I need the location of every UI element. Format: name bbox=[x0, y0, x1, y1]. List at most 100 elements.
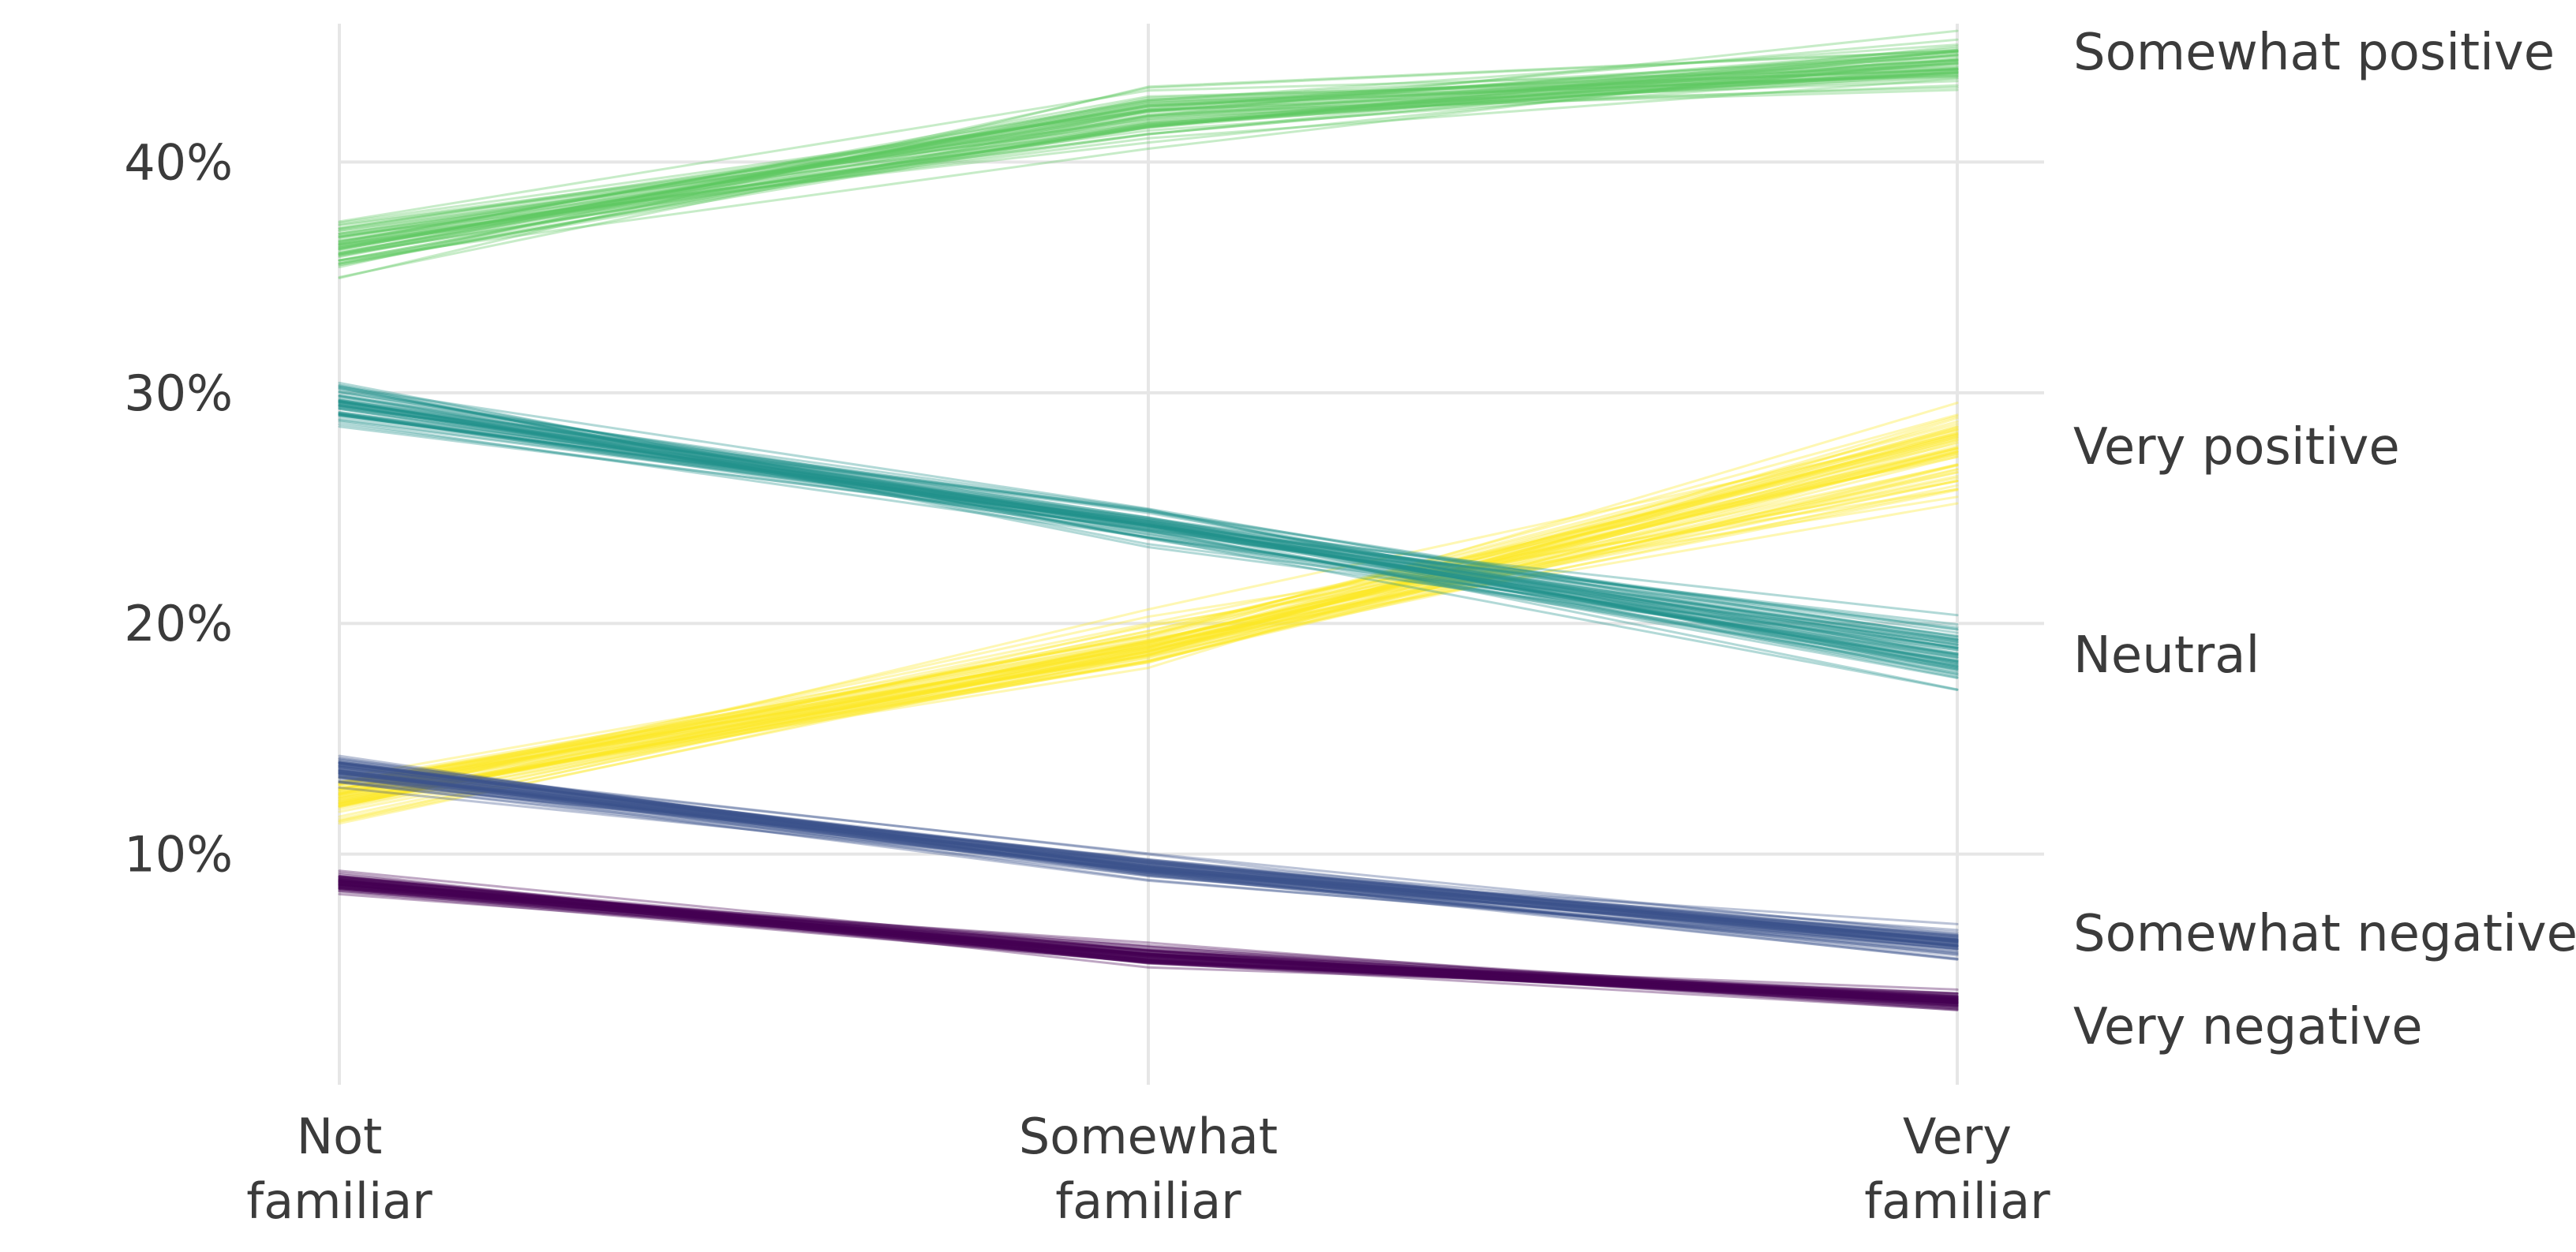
series-draw-line bbox=[338, 403, 1959, 670]
series-draw-line bbox=[338, 761, 1959, 951]
series-draw-line bbox=[338, 468, 1959, 805]
series-draw-line bbox=[338, 77, 1959, 242]
series-draw-line bbox=[338, 73, 1959, 251]
series-draw-line bbox=[338, 57, 1959, 256]
series-draw-line bbox=[338, 58, 1959, 230]
series-draw-line bbox=[338, 413, 1959, 779]
series-label-somewhat-negative: Somewhat negative bbox=[2073, 905, 2576, 963]
series-draw-line bbox=[338, 29, 1959, 251]
x-tick-label: Very familiar bbox=[1864, 1108, 2050, 1230]
series-draw-line bbox=[338, 765, 1959, 961]
series-draw-line bbox=[338, 780, 1959, 938]
series-draw-line bbox=[338, 61, 1959, 241]
series-draw-line bbox=[338, 55, 1959, 238]
series-draw-line bbox=[338, 767, 1959, 947]
series-draw-line bbox=[338, 58, 1959, 232]
series-draw-line bbox=[338, 72, 1959, 237]
series-draw-line bbox=[338, 413, 1959, 646]
series-draw-line bbox=[338, 773, 1959, 947]
series-draw-line bbox=[338, 402, 1959, 673]
series-draw-line bbox=[338, 876, 1959, 996]
series-label-somewhat-positive: Somewhat positive bbox=[2073, 24, 2555, 82]
series-draw-line bbox=[338, 403, 1959, 637]
series-draw-line bbox=[338, 761, 1959, 948]
series-very-negative bbox=[338, 869, 1959, 1011]
series-draw-line bbox=[338, 772, 1959, 945]
series-draw-line bbox=[338, 435, 1959, 803]
series-draw-line bbox=[338, 45, 1959, 246]
series-draw-line bbox=[338, 477, 1959, 783]
series-draw-line bbox=[338, 764, 1959, 937]
series-draw-line bbox=[338, 429, 1959, 797]
series-draw-line bbox=[338, 875, 1959, 1001]
series-draw-line bbox=[338, 70, 1959, 264]
series-draw-line bbox=[338, 398, 1959, 641]
series-draw-line bbox=[338, 415, 1959, 784]
series-draw-line bbox=[338, 772, 1959, 932]
series-draw-line bbox=[338, 888, 1959, 1005]
y-tick-label: 10% bbox=[124, 826, 233, 884]
series-draw-line bbox=[338, 47, 1959, 239]
series-draw-line bbox=[338, 761, 1959, 947]
series-draw-line bbox=[338, 769, 1959, 948]
series-draw-line bbox=[338, 875, 1959, 1002]
series-draw-line bbox=[338, 410, 1959, 668]
series-draw-line bbox=[338, 414, 1959, 644]
series-draw-line bbox=[338, 65, 1959, 223]
series-draw-line bbox=[338, 66, 1959, 226]
series-draw-line bbox=[338, 405, 1959, 665]
y-tick-label: 40% bbox=[124, 133, 233, 191]
series-draw-line bbox=[338, 884, 1959, 1006]
series-draw-line bbox=[338, 423, 1959, 791]
series-draw-line bbox=[338, 432, 1959, 805]
series-draw-line bbox=[338, 413, 1959, 646]
series-draw-line bbox=[338, 882, 1959, 1011]
series-draw-line bbox=[338, 883, 1959, 995]
series-draw-line bbox=[338, 450, 1959, 802]
series-draw-line bbox=[338, 53, 1959, 262]
series-draw-line bbox=[338, 401, 1959, 641]
series-draw-line bbox=[338, 768, 1959, 943]
series-draw-line bbox=[338, 413, 1959, 663]
series-draw-line bbox=[338, 62, 1959, 227]
series-draw-line bbox=[338, 401, 1959, 660]
series-draw-line bbox=[338, 448, 1959, 786]
series-draw-line bbox=[338, 50, 1959, 248]
series-draw-line bbox=[338, 875, 1959, 1000]
series-draw-line bbox=[338, 880, 1959, 1003]
series-draw-line bbox=[338, 765, 1959, 943]
series-draw-line bbox=[338, 74, 1959, 245]
series-draw-line bbox=[338, 432, 1959, 810]
series-draw-line bbox=[338, 880, 1959, 1000]
y-axis-tick-labels: 10% 20% 30% 40% bbox=[124, 133, 233, 883]
series-draw-line bbox=[338, 880, 1959, 1008]
series-draw-line bbox=[338, 770, 1959, 943]
series-draw-line bbox=[338, 880, 1959, 1002]
series-draw-line bbox=[338, 68, 1959, 244]
series-draw-line bbox=[338, 70, 1959, 256]
series-draw-line bbox=[338, 62, 1959, 243]
series-lines bbox=[338, 29, 1959, 1011]
series-draw-line bbox=[338, 439, 1959, 785]
series-draw-line bbox=[338, 883, 1959, 998]
series-draw-line bbox=[338, 433, 1959, 805]
series-draw-line bbox=[338, 435, 1959, 785]
series-draw-line bbox=[338, 61, 1959, 239]
series-draw-line bbox=[338, 434, 1959, 791]
series-draw-line bbox=[338, 450, 1959, 802]
series-somewhat-negative bbox=[338, 754, 1959, 961]
series-draw-line bbox=[338, 875, 1959, 1007]
series-draw-line bbox=[338, 86, 1959, 262]
series-draw-line bbox=[338, 890, 1959, 1000]
series-draw-line bbox=[338, 404, 1959, 675]
series-draw-line bbox=[338, 480, 1959, 807]
series-draw-line bbox=[338, 407, 1959, 656]
series-draw-line bbox=[338, 769, 1959, 944]
series-draw-line bbox=[338, 880, 1959, 1005]
series-draw-line bbox=[338, 402, 1959, 675]
series-draw-line bbox=[338, 471, 1959, 805]
series-label-very-positive: Very positive bbox=[2073, 418, 2400, 477]
series-draw-line bbox=[338, 887, 1959, 1007]
series-draw-line bbox=[338, 50, 1959, 268]
